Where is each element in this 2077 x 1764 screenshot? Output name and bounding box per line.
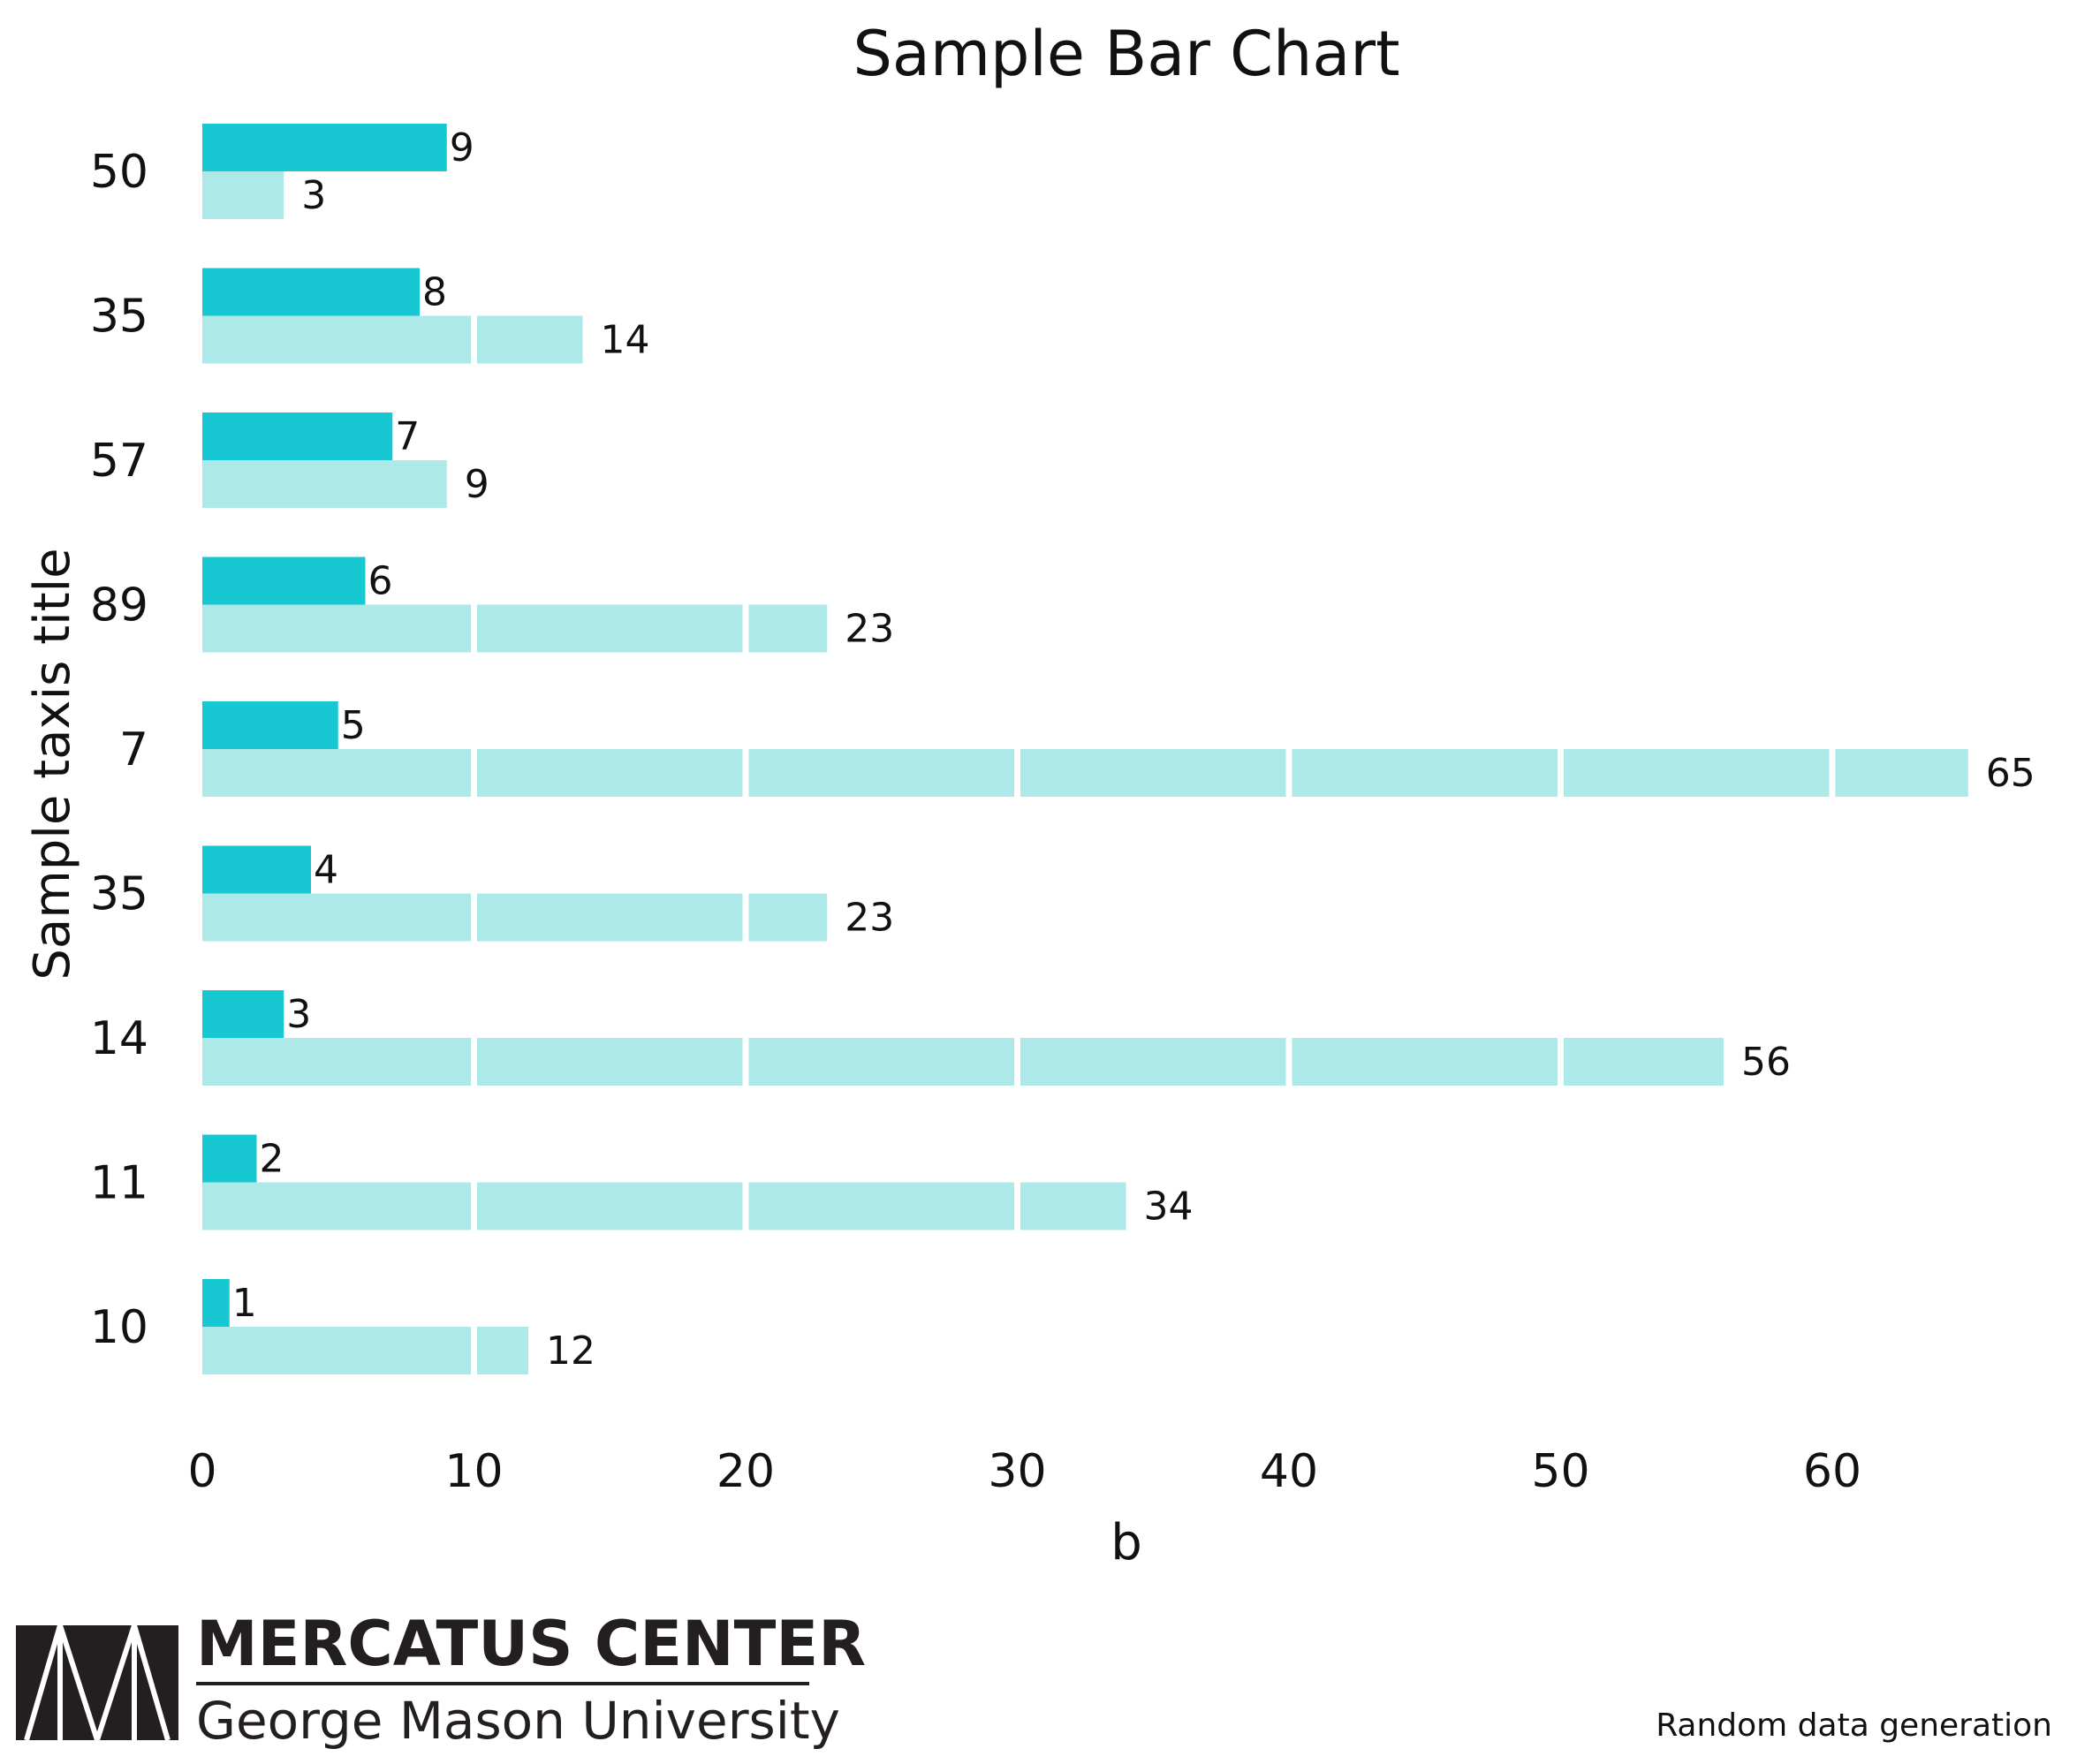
y-axis-label: Sample taxis title: [24, 548, 81, 980]
bar-series1-3: [202, 556, 366, 605]
data-label-series2-4: 65: [1986, 751, 2035, 796]
data-label-series2-7: 34: [1144, 1185, 1194, 1230]
gridlines: [471, 106, 1836, 1413]
data-label-series2-0: 3: [301, 173, 326, 218]
x-tick-label-1: 10: [444, 1445, 503, 1498]
data-label-series2-8: 12: [546, 1329, 595, 1374]
bar-series1-1: [202, 268, 420, 316]
data-label-series1-2: 7: [395, 414, 420, 459]
x-tick-label-3: 30: [988, 1445, 1046, 1498]
bar-series2-6: [202, 1038, 1724, 1086]
bar-series2-3: [202, 604, 828, 653]
data-label-series1-8: 1: [232, 1281, 257, 1326]
x-tick-label-5: 50: [1531, 1445, 1589, 1498]
y-tick-label-8: 10: [90, 1301, 148, 1354]
data-label-series2-2: 9: [465, 462, 489, 507]
x-tick-label-4: 40: [1260, 1445, 1318, 1498]
bar-series2-0: [202, 171, 284, 219]
mercatus-logo-icon: [16, 1624, 178, 1741]
y-tick-label-4: 7: [119, 723, 148, 776]
bars-layer: [202, 124, 1968, 1374]
logo-org-sub: George Mason University: [196, 1691, 840, 1751]
bar-series1-4: [202, 701, 338, 749]
y-tick-label-5: 35: [90, 868, 148, 921]
bar-series1-0: [202, 124, 447, 171]
y-tick-label-3: 89: [90, 579, 148, 632]
bar-series2-5: [202, 893, 828, 942]
data-label-series1-7: 2: [260, 1137, 284, 1182]
bar-series1-7: [202, 1134, 257, 1183]
data-label-series2-3: 23: [845, 607, 894, 652]
data-label-series1-3: 6: [368, 559, 393, 604]
y-tick-label-1: 35: [90, 291, 148, 344]
data-label-series2-5: 23: [845, 896, 894, 941]
x-tick-labels: 0 10 20 30 40 50 60: [187, 1445, 1861, 1498]
bar-series2-1: [202, 315, 583, 364]
bar-series1-2: [202, 413, 393, 460]
x-axis-label: b: [1111, 1514, 1142, 1571]
bar-series2-7: [202, 1182, 1126, 1230]
logo-org-name: MERCATUS CENTER: [196, 1608, 866, 1680]
bar-series1-6: [202, 990, 284, 1038]
data-label-series1-0: 9: [450, 125, 474, 170]
x-tick-label-2: 20: [716, 1445, 775, 1498]
data-label-series2-6: 56: [1741, 1040, 1791, 1085]
bar-series2-2: [202, 460, 447, 508]
bar-series2-8: [202, 1327, 528, 1374]
data-label-series1-6: 3: [286, 992, 311, 1037]
x-tick-label-0: 0: [187, 1445, 216, 1498]
bar-series1-5: [202, 845, 311, 894]
y-tick-label-6: 14: [90, 1012, 148, 1065]
data-label-series1-4: 5: [341, 703, 366, 748]
x-tick-label-6: 60: [1803, 1445, 1861, 1498]
data-label-series1-1: 8: [422, 270, 447, 315]
source-note: Random data generation: [1656, 1707, 2052, 1744]
data-label-series2-1: 14: [601, 318, 650, 363]
y-tick-label-7: 11: [90, 1157, 148, 1210]
chart-title: Sample Bar Chart: [853, 18, 1399, 90]
y-tick-label-0: 50: [90, 146, 148, 199]
data-label-series1-5: 4: [314, 848, 338, 893]
y-tick-label-2: 57: [90, 435, 148, 488]
bar-series1-8: [202, 1279, 230, 1327]
bar-series2-4: [202, 749, 1968, 797]
y-tick-labels: 50 35 57 89 7 35 14 11 10: [90, 146, 148, 1354]
